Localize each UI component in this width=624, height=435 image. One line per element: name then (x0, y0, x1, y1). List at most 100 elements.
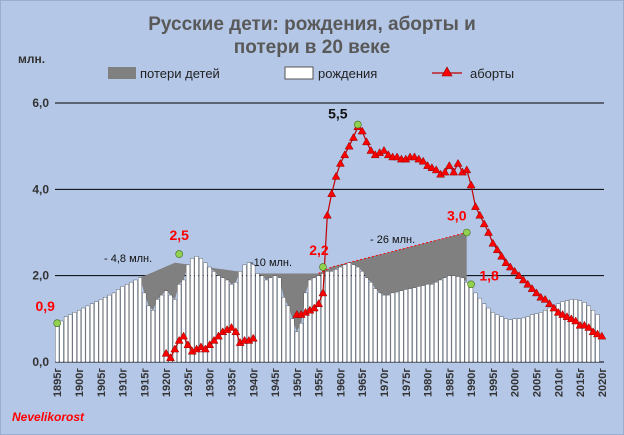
birth-bar (303, 292, 308, 363)
birth-bar (399, 290, 404, 363)
abortion-marker (549, 303, 559, 312)
x-tick-label: 1990г (466, 368, 478, 397)
x-tick-label: 2020г (597, 368, 609, 397)
key-points-group: 0,9 2,5 2,2 5,5 3,0 1,8 (35, 106, 499, 327)
birth-bar (416, 286, 421, 363)
birth-bar (565, 300, 569, 363)
abortion-marker (170, 344, 180, 353)
x-tick-label: 1895г (52, 368, 64, 397)
birth-bar (534, 313, 539, 363)
birth-bar (238, 271, 243, 363)
abortion-marker (161, 348, 171, 357)
abortion-marker (497, 251, 507, 260)
x-tick-label: 1915г (139, 368, 151, 397)
legend: потери детей рождения аборты (108, 66, 514, 81)
birth-bar (403, 289, 408, 363)
y-tick-label: 4,0 (32, 182, 49, 196)
x-tick-label: 1930г (205, 368, 217, 397)
abortion-marker (466, 180, 476, 189)
birth-bar (77, 310, 81, 363)
abortion-marker (532, 288, 541, 297)
birth-bar (194, 256, 199, 363)
birth-bar (443, 277, 447, 363)
birth-bar (321, 273, 325, 363)
y-ticks-group: 0,0 2,0 4,0 6,0 (32, 96, 49, 369)
birth-bar (68, 314, 73, 363)
abortion-marker (362, 137, 371, 146)
abortion-marker (479, 219, 489, 228)
x-tick-label: 1975г (401, 368, 413, 397)
x-tick-label: 1925г (183, 368, 195, 397)
birth-bar (412, 287, 417, 363)
birth-bar (434, 281, 439, 363)
birth-bar (338, 266, 343, 363)
birth-bar (569, 299, 574, 363)
birth-bar (582, 302, 587, 363)
birth-bar (185, 264, 190, 363)
birth-bar (429, 284, 434, 363)
abortion-marker (518, 275, 528, 284)
birth-bar (578, 300, 582, 363)
abortion-marker (309, 303, 319, 312)
birth-bar (98, 299, 103, 363)
y-tick-label: 6,0 (32, 96, 49, 110)
birth-bar (164, 290, 169, 363)
birth-bar (316, 275, 321, 363)
abortion-marker (523, 279, 533, 288)
x-tick-label: 1910г (118, 368, 130, 397)
birth-bar (556, 303, 561, 363)
birth-bar (133, 279, 138, 363)
abortion-marker (471, 202, 480, 210)
abortion-marker (553, 307, 563, 316)
birth-bar (94, 301, 99, 363)
abortion-marker (484, 227, 493, 236)
birth-bar (364, 277, 369, 363)
birth-bar (242, 264, 247, 363)
birth-bar (390, 292, 395, 363)
abortion-marker (462, 165, 472, 174)
key-point-marker (319, 263, 327, 271)
abortion-marker (318, 288, 328, 297)
birth-bar (517, 318, 521, 363)
birth-bar (447, 275, 452, 363)
key-point-label: 3,0 (447, 208, 467, 224)
x-tick-label: 1965г (357, 368, 369, 397)
key-point-marker (467, 280, 475, 289)
birth-bar (490, 312, 495, 363)
abortion-marker (366, 145, 376, 154)
birth-bar (90, 303, 94, 363)
key-point-marker (175, 250, 183, 258)
birth-bar (177, 284, 182, 363)
x-tick-label: 1985г (444, 368, 456, 397)
birth-bar (81, 307, 86, 363)
birth-bar (560, 301, 565, 363)
birth-bar (168, 294, 173, 363)
abortion-marker (248, 333, 258, 342)
birth-bar (512, 318, 517, 363)
birth-bar (421, 285, 426, 363)
birth-bar (264, 279, 269, 363)
birth-bar (495, 314, 500, 363)
abortion-marker (327, 189, 337, 197)
births-bars-group (55, 256, 600, 363)
birth-bar (451, 275, 456, 363)
x-tick-label: 2005г (531, 368, 543, 397)
abortion-marker (410, 152, 419, 161)
key-point-label: 1,8 (479, 267, 499, 283)
birth-bar (103, 297, 108, 363)
birth-bar (212, 271, 216, 363)
birth-bar (473, 292, 478, 363)
birth-bar (342, 264, 347, 363)
legend-label-losses: потери детей (140, 66, 220, 81)
birth-bar (63, 316, 68, 363)
birth-bar (251, 264, 256, 363)
abortion-marker (427, 163, 437, 171)
birth-bar (425, 284, 430, 363)
birth-bar (573, 299, 578, 363)
birth-bar (246, 262, 251, 363)
legend-label-abortions: аборты (470, 66, 514, 81)
abortion-marker (322, 210, 332, 219)
birth-bar (307, 279, 312, 363)
birth-bar (277, 277, 282, 363)
